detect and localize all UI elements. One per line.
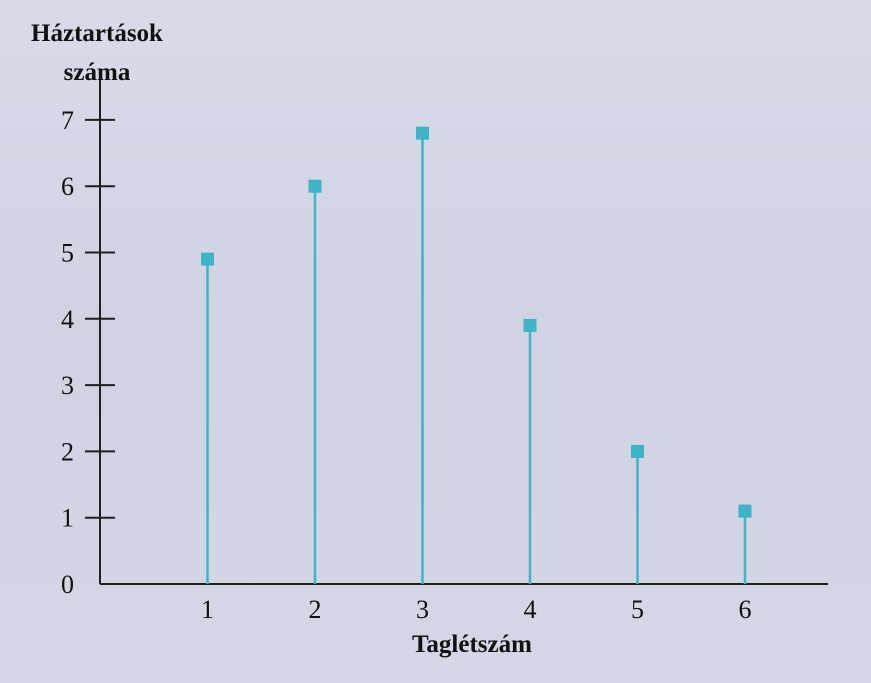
y-tick-label: 4 — [61, 305, 74, 334]
data-point — [416, 126, 429, 140]
x-tick-label: 1 — [201, 595, 214, 624]
y-tick-label: 7 — [61, 106, 74, 135]
x-ticks: 1 2 3 4 5 6 — [201, 595, 752, 624]
y-tick-label: 5 — [61, 239, 74, 268]
data-point — [738, 504, 752, 518]
y-tick-label: 2 — [61, 437, 74, 466]
axes — [99, 70, 828, 585]
x-tick-label: 6 — [739, 595, 752, 624]
data-point — [631, 444, 644, 458]
x-tick-label: 5 — [631, 595, 644, 624]
y-tick-label: 1 — [61, 504, 74, 533]
y-ticks: 0 1 2 3 4 5 6 7 — [61, 106, 115, 599]
data-markers — [201, 126, 752, 518]
y-tick-label: 0 — [61, 570, 74, 599]
data-point — [201, 252, 214, 266]
x-tick-label: 4 — [524, 595, 537, 624]
data-point — [523, 318, 537, 332]
data-stems — [206, 133, 747, 584]
x-tick-label: 3 — [416, 595, 429, 624]
y-tick-label: 6 — [61, 172, 74, 201]
y-axis-title-line-1: Háztartások — [31, 20, 163, 47]
y-axis-title-line-2: száma — [64, 59, 131, 86]
y-tick-label: 3 — [61, 371, 74, 400]
data-point — [308, 179, 322, 193]
x-tick-label: 2 — [309, 595, 322, 624]
x-axis-title: Taglétszám — [412, 631, 532, 658]
